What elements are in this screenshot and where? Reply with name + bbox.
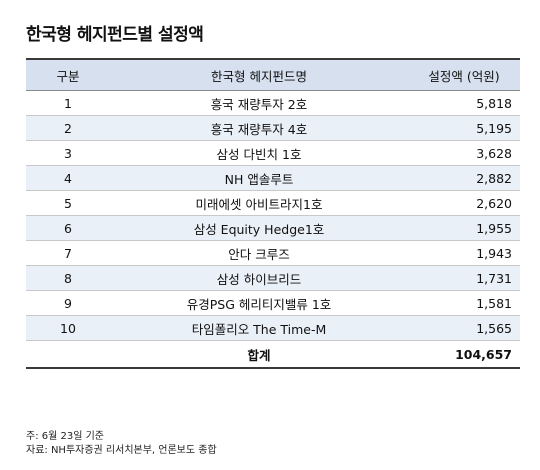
note-source: 자료: NH투자증권 리서치본부, 언론보도 종합 bbox=[26, 445, 217, 456]
total-blank-cell bbox=[26, 340, 110, 369]
total-amount: 104,657 bbox=[408, 340, 520, 369]
fund-name: 안다 크루즈 bbox=[110, 240, 408, 266]
table-row: 1 흥국 재량투자 2호 5,818 bbox=[26, 90, 520, 116]
table-row: 4 NH 앱솔루트 2,882 bbox=[26, 165, 520, 191]
row-number: 8 bbox=[26, 265, 110, 291]
row-number: 7 bbox=[26, 240, 110, 266]
table-row: 6 삼성 Equity Hedge1호 1,955 bbox=[26, 215, 520, 241]
row-number: 6 bbox=[26, 215, 110, 241]
row-number: 2 bbox=[26, 115, 110, 141]
fund-amount: 5,195 bbox=[408, 115, 520, 141]
row-number: 10 bbox=[26, 315, 110, 341]
fund-name: 미래에셋 아비트라지1호 bbox=[110, 190, 408, 216]
note-date: 주: 6월 23일 기준 bbox=[26, 431, 104, 442]
fund-name: 삼성 Equity Hedge1호 bbox=[110, 215, 408, 241]
row-number: 1 bbox=[26, 90, 110, 116]
table-row: 10 타임폴리오 The Time-M 1,565 bbox=[26, 315, 520, 341]
footnotes: 주: 6월 23일 기준 자료: NH투자증권 리서치본부, 언론보도 종합 bbox=[26, 430, 217, 458]
total-label: 합계 bbox=[110, 340, 408, 369]
table-row: 3 삼성 다빈치 1호 3,628 bbox=[26, 140, 520, 166]
table-row: 8 삼성 하이브리드 1,731 bbox=[26, 265, 520, 291]
fund-name: 흥국 재량투자 2호 bbox=[110, 90, 408, 116]
fund-amount: 1,565 bbox=[408, 315, 520, 341]
fund-amount: 1,731 bbox=[408, 265, 520, 291]
fund-amount: 3,628 bbox=[408, 140, 520, 166]
row-number: 5 bbox=[26, 190, 110, 216]
table-row: 5 미래에셋 아비트라지1호 2,620 bbox=[26, 190, 520, 216]
page-title: 한국형 헤지펀드별 설정액 bbox=[26, 25, 204, 45]
table-row: 7 안다 크루즈 1,943 bbox=[26, 240, 520, 266]
fund-amount: 5,818 bbox=[408, 90, 520, 116]
total-row: 합계 104,657 bbox=[26, 340, 520, 369]
fund-name: 삼성 하이브리드 bbox=[110, 265, 408, 291]
fund-amount: 2,620 bbox=[408, 190, 520, 216]
fund-name: 유경PSG 헤리티지밸류 1호 bbox=[110, 290, 408, 316]
table-row: 9 유경PSG 헤리티지밸류 1호 1,581 bbox=[26, 290, 520, 316]
hedge-fund-table: 구분 한국형 헤지펀드명 설정액 (억원) 1 흥국 재량투자 2호 5,818… bbox=[26, 58, 520, 369]
fund-name: 삼성 다빈치 1호 bbox=[110, 140, 408, 166]
fund-amount: 1,943 bbox=[408, 240, 520, 266]
table-header-row: 구분 한국형 헤지펀드명 설정액 (억원) bbox=[26, 58, 520, 91]
header-amount: 설정액 (억원) bbox=[408, 58, 520, 91]
row-number: 4 bbox=[26, 165, 110, 191]
row-number: 3 bbox=[26, 140, 110, 166]
row-number: 9 bbox=[26, 290, 110, 316]
header-category: 구분 bbox=[26, 58, 110, 91]
header-fund-name: 한국형 헤지펀드명 bbox=[110, 58, 408, 91]
fund-amount: 1,581 bbox=[408, 290, 520, 316]
table-row: 2 흥국 재량투자 4호 5,195 bbox=[26, 115, 520, 141]
fund-name: 흥국 재량투자 4호 bbox=[110, 115, 408, 141]
fund-amount: 2,882 bbox=[408, 165, 520, 191]
fund-amount: 1,955 bbox=[408, 215, 520, 241]
fund-name: NH 앱솔루트 bbox=[110, 165, 408, 191]
fund-name: 타임폴리오 The Time-M bbox=[110, 315, 408, 341]
